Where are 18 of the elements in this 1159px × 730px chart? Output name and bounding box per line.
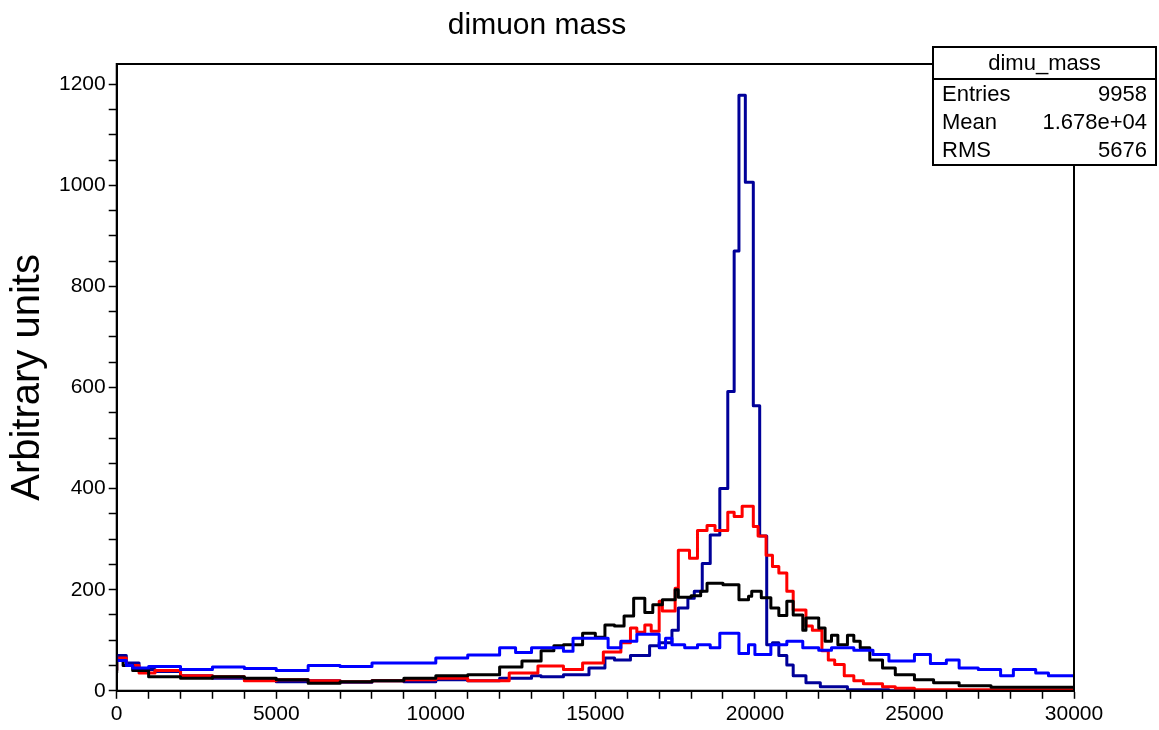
- x-tick-label: 20000: [725, 701, 785, 725]
- y-axis-title: Arbitrary units: [3, 254, 48, 501]
- y-tick-label: 400: [70, 475, 106, 499]
- y-tick-label: 0: [94, 677, 106, 701]
- x-tick-label: 25000: [885, 701, 944, 725]
- x-tick-label: 15000: [566, 701, 625, 725]
- annotation: dimu_mass: [934, 48, 1155, 80]
- x-tick-label: 0: [110, 701, 123, 725]
- x-tick-label: 5000: [252, 701, 300, 725]
- y-tick-label: 600: [70, 374, 106, 398]
- y-tick-label: 1000: [59, 172, 106, 196]
- statistics-box: dimu_mass Entries 9958 Mean 1.678e+04 RMS 5676: [932, 46, 1157, 166]
- x-tick-label: 30000: [1044, 701, 1104, 725]
- y-tick-label: 1200: [59, 71, 106, 95]
- chart-title: dimuon mass: [447, 7, 627, 41]
- y-tick-label: 200: [70, 576, 106, 600]
- x-tick-label: 10000: [406, 701, 466, 725]
- y-tick-label: 800: [70, 273, 106, 297]
